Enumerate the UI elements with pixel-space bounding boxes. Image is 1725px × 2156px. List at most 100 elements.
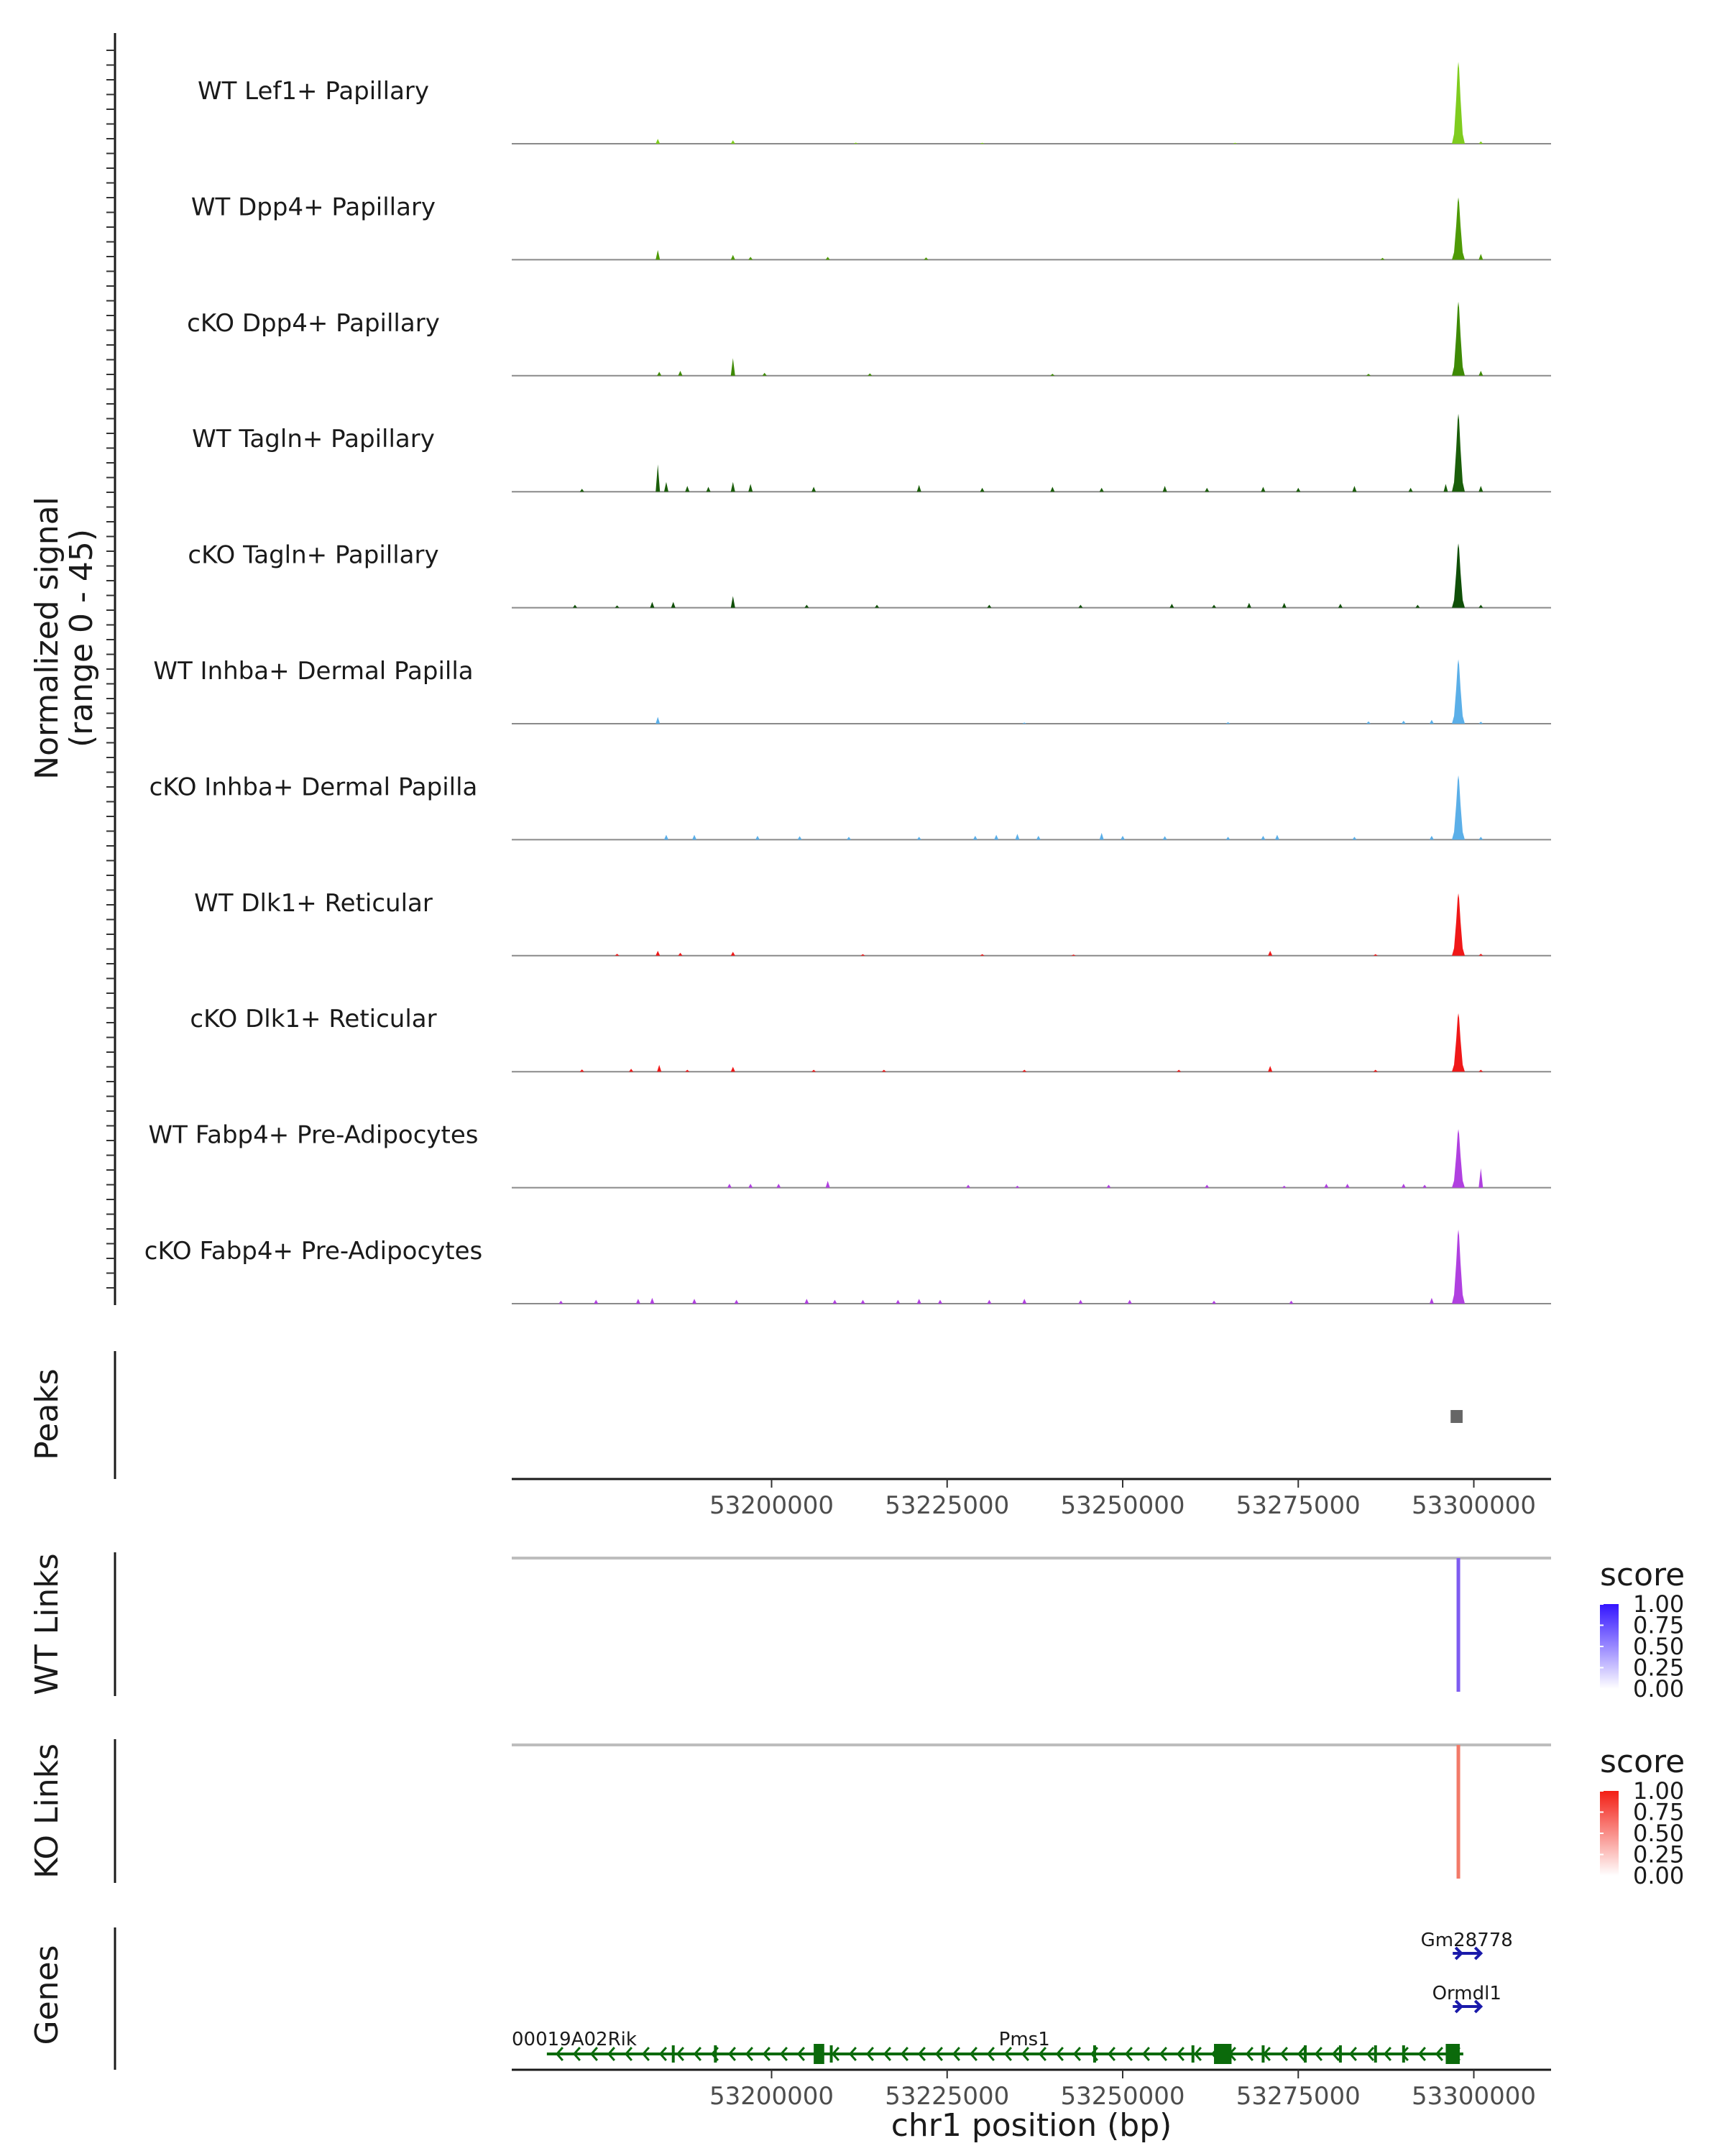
minor-peak <box>966 1184 971 1188</box>
minor-peak <box>980 954 985 956</box>
strand-arrow <box>1176 2047 1184 2061</box>
coverage-track: cKO Dlk1+ Reticular <box>190 1005 1551 1073</box>
minor-peak <box>656 951 661 956</box>
minor-peak <box>635 1299 640 1304</box>
minor-peak <box>663 482 668 492</box>
main-peak <box>1452 543 1466 608</box>
minor-peak <box>1121 835 1126 840</box>
strand-arrow <box>952 2047 960 2061</box>
strand-arrow <box>900 2047 908 2061</box>
minor-peak <box>1162 486 1167 492</box>
strand-arrow <box>917 2047 926 2061</box>
gene-exon-small <box>829 2045 833 2063</box>
minor-peak <box>1478 837 1484 840</box>
strand-arrow <box>848 2047 857 2061</box>
minor-peak <box>650 602 655 608</box>
legend-title: score <box>1600 1743 1685 1780</box>
x-tick-label: 53275000 <box>1236 2082 1361 2111</box>
minor-peak <box>1296 487 1301 492</box>
minor-peak <box>1478 1168 1484 1188</box>
minor-peak <box>730 254 735 260</box>
minor-peak <box>1443 484 1448 492</box>
minor-peak <box>811 487 816 492</box>
minor-peak <box>594 1299 599 1304</box>
genes-label: Genes <box>29 1945 65 2045</box>
minor-peak <box>685 1069 690 1072</box>
minor-peak <box>853 142 858 144</box>
minor-peak <box>755 835 760 840</box>
minor-peak <box>650 1297 655 1304</box>
minor-peak <box>579 1069 584 1072</box>
minor-peak <box>1478 954 1484 956</box>
minor-peak <box>1022 722 1027 724</box>
minor-peak <box>1478 486 1484 492</box>
minor-peak <box>1478 371 1484 376</box>
legend-tick-label: 0.00 <box>1633 1675 1684 1703</box>
minor-peak <box>748 257 753 260</box>
legend-tick-label: 0.75 <box>1633 1612 1684 1639</box>
gene-exon-small <box>1092 2045 1096 2063</box>
minor-peak <box>1268 951 1273 956</box>
minor-peak <box>875 604 880 608</box>
strand-arrow <box>589 2047 598 2061</box>
strand-arrow <box>727 2047 736 2061</box>
coverage-track: cKO Tagln+ Papillary <box>188 541 1551 609</box>
gene-exon <box>1445 2044 1460 2064</box>
gene-exon <box>1214 2044 1232 2064</box>
strand-arrow <box>607 2047 615 2061</box>
minor-peak <box>980 142 985 144</box>
track-label: cKO Dlk1+ Reticular <box>190 1005 436 1033</box>
minor-peak <box>1015 1185 1020 1188</box>
gene-exon-small <box>1191 2045 1195 2063</box>
coverage-track: WT Lef1+ Papillary <box>198 62 1551 144</box>
strand-arrow <box>1072 2047 1081 2061</box>
minor-peak <box>1289 1300 1294 1304</box>
coverage-track: WT Inhba+ Dermal Papilla <box>153 657 1551 724</box>
x-tick-label: 53225000 <box>885 2082 1009 2111</box>
minor-peak <box>1282 1185 1287 1188</box>
coverage-ylabel-line2: (range 0 - 45) <box>63 529 100 747</box>
minor-peak <box>1225 722 1230 724</box>
strand-arrow <box>745 2047 753 2061</box>
minor-peak <box>868 373 873 376</box>
minor-peak <box>825 1181 830 1188</box>
minor-peak <box>1205 487 1210 492</box>
minor-peak <box>1401 720 1406 724</box>
minor-peak <box>1401 1184 1406 1188</box>
peaks-track <box>1450 1410 1463 1423</box>
strand-arrow <box>1159 2047 1167 2061</box>
strand-arrow <box>658 2047 667 2061</box>
links-label: KO Links <box>29 1743 65 1879</box>
minor-peak <box>811 1069 816 1072</box>
strand-arrow <box>1003 2047 1012 2061</box>
minor-peak <box>1261 487 1266 492</box>
minor-peak <box>656 139 661 144</box>
main-peak <box>1452 197 1466 260</box>
minor-peak <box>937 1299 942 1304</box>
strand-arrow <box>883 2047 891 2061</box>
gene-exon-small <box>1261 2045 1265 2063</box>
main-peak <box>1452 413 1466 492</box>
main-peak <box>1452 775 1466 840</box>
minor-peak <box>972 835 978 840</box>
minor-peak <box>980 487 985 492</box>
coverage-track: WT Tagln+ Papillary <box>192 413 1551 493</box>
minor-peak <box>748 1184 753 1188</box>
minor-peak <box>1169 604 1174 608</box>
minor-peak <box>987 1299 992 1304</box>
minor-peak <box>656 464 661 492</box>
links-label: WT Links <box>29 1553 65 1695</box>
minor-peak <box>1415 604 1420 608</box>
strand-arrow <box>1055 2047 1064 2061</box>
minor-peak <box>1106 1184 1111 1188</box>
minor-peak <box>1324 1184 1329 1188</box>
minor-peak <box>1205 1184 1210 1188</box>
minor-peak <box>730 482 735 492</box>
minor-peak <box>1373 954 1378 956</box>
minor-peak <box>1233 142 1238 144</box>
strand-arrow <box>693 2047 702 2061</box>
strand-arrow <box>1245 2047 1254 2061</box>
strand-arrow <box>1454 1946 1464 1961</box>
strand-arrow <box>1193 2047 1202 2061</box>
gene-exon-small <box>1374 2045 1377 2063</box>
